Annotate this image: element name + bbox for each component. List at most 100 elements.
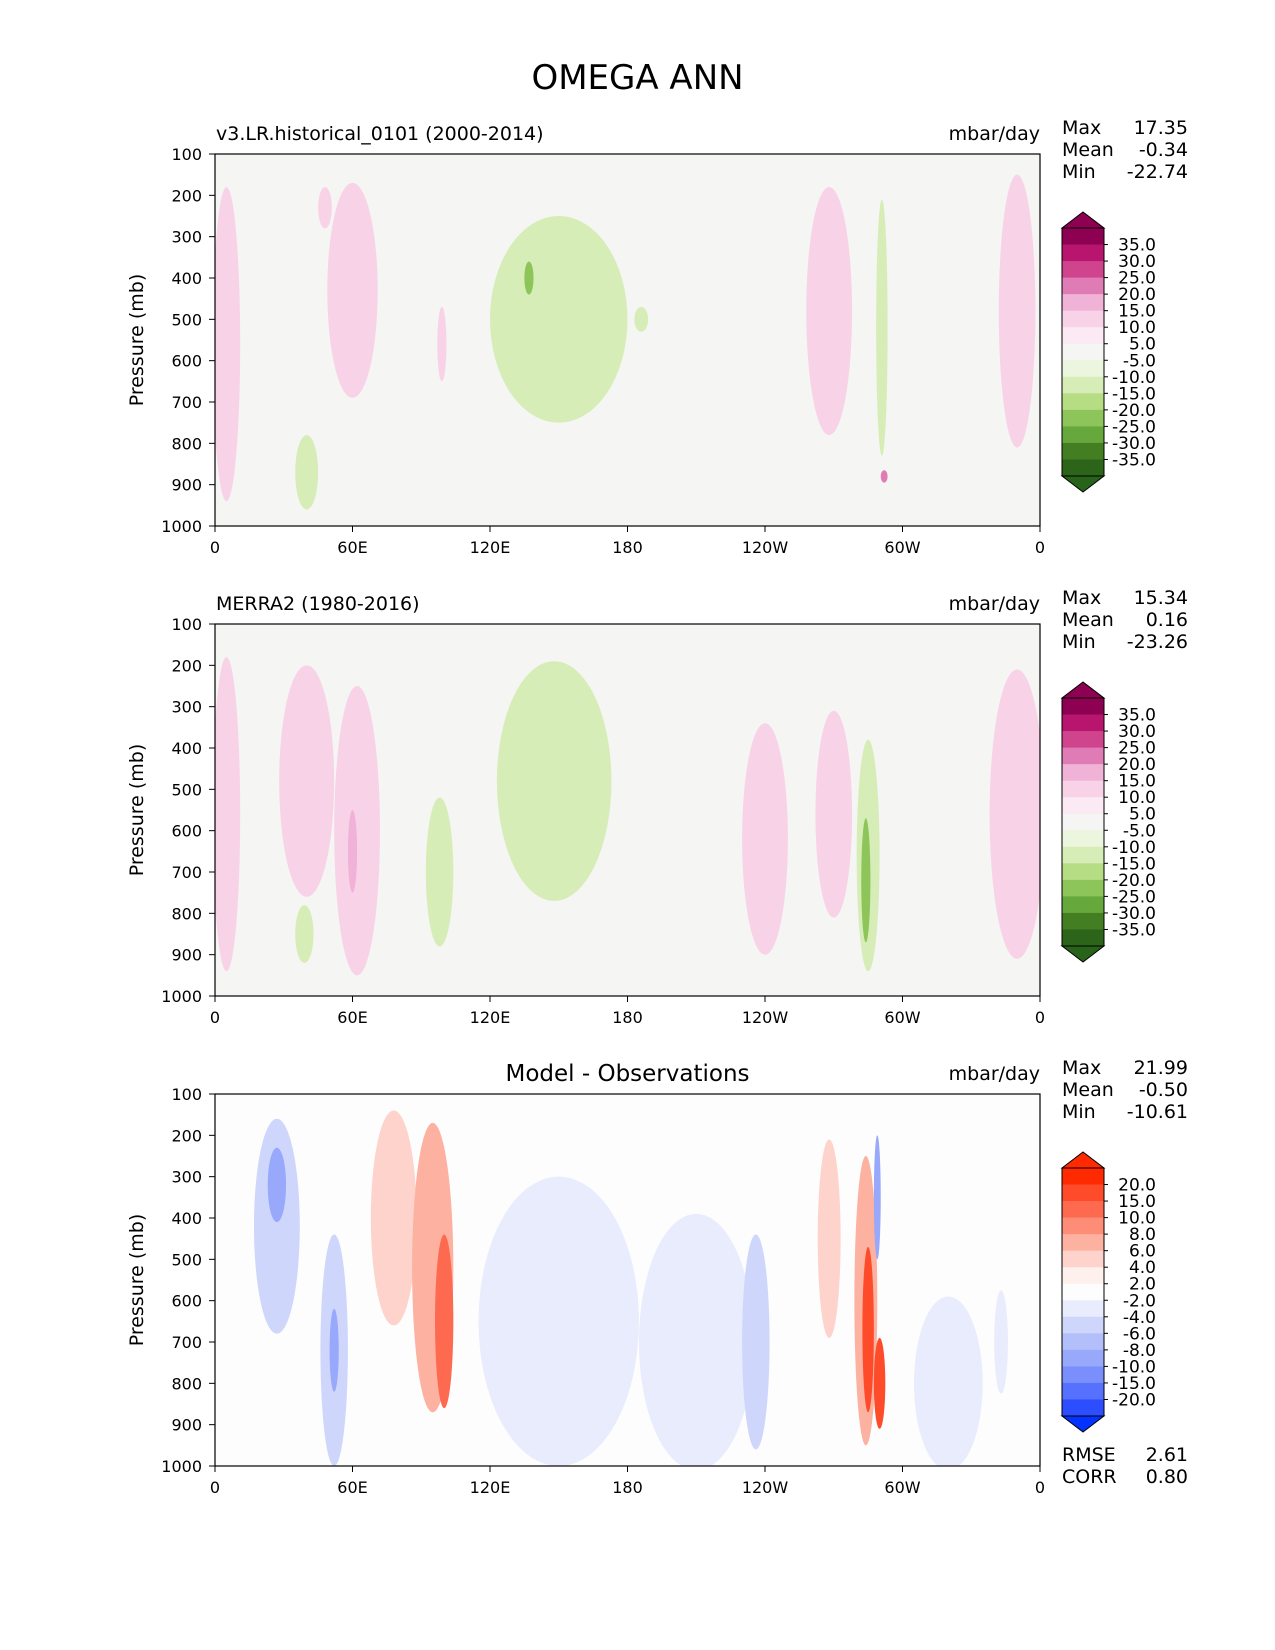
colorbar-label: -35.0 — [1112, 450, 1156, 470]
colorbar-swatch — [1062, 1168, 1104, 1186]
colorbar-frame — [1061, 697, 1105, 947]
contour-region — [873, 1337, 886, 1429]
colorbar-label: 35.0 — [1118, 706, 1156, 726]
y-tick-label: 100 — [171, 1085, 202, 1104]
contour-region — [295, 905, 314, 963]
colorbar-label: 15.0 — [1118, 302, 1156, 322]
y-tick-label: 600 — [171, 352, 202, 371]
stat-value: -23.26 — [1127, 631, 1188, 653]
stat-name: Max — [1062, 587, 1101, 609]
colorbar-swatch — [1062, 731, 1104, 749]
colorbar-swatch — [1062, 244, 1104, 262]
x-tick-label: 0 — [210, 1478, 220, 1497]
colorbar-extend-bottom — [1060, 1415, 1106, 1433]
colorbar-swatch — [1062, 747, 1104, 765]
stat-value: -0.34 — [1139, 139, 1188, 161]
colorbar-label: -25.0 — [1112, 417, 1156, 437]
contour-region — [327, 182, 378, 398]
colorbar-swatch — [1062, 830, 1104, 848]
panel-title: v3.LR.historical_0101 (2000-2014) — [216, 123, 544, 145]
panel-model: 100 200 300 400 500 600 700 800 900 1000 0 60E 120E 1… — [126, 117, 1188, 557]
contour-region — [370, 1110, 417, 1326]
contour-region — [437, 306, 447, 382]
colorbar-swatch — [1062, 1267, 1104, 1285]
colorbar-extend-bottom — [1060, 475, 1106, 493]
stat-name: Min — [1062, 1101, 1096, 1123]
y-tick-label: 800 — [171, 434, 202, 453]
y-tick-label: 1000 — [161, 517, 202, 536]
colorbar-label: 8.0 — [1129, 1225, 1156, 1245]
colorbar-label: -20.0 — [1112, 401, 1156, 421]
colorbar-frame — [1061, 1167, 1105, 1417]
y-axis-label: Pressure (mb) — [126, 744, 148, 877]
colorbar-swatch — [1062, 360, 1104, 378]
colorbar-label: 5.0 — [1129, 805, 1156, 825]
y-axis-label: Pressure (mb) — [126, 1214, 148, 1347]
y-tick-label: 1000 — [161, 987, 202, 1006]
y-tick-label: 400 — [171, 1209, 202, 1228]
colorbar-label: 10.0 — [1118, 318, 1156, 338]
y-tick-label: 900 — [171, 946, 202, 965]
x-tick-label: 120E — [470, 1478, 511, 1497]
contour-region — [524, 261, 534, 295]
colorbar: 35.030.025.020.015.010.05.0-5.0-10.0-15.… — [1060, 681, 1156, 963]
colorbar-swatch — [1062, 1366, 1104, 1384]
contour-region — [334, 686, 381, 976]
x-tick-label: 120E — [470, 1008, 511, 1027]
colorbar-swatch — [1062, 1316, 1104, 1334]
colorbar-swatch — [1062, 442, 1104, 460]
x-tick-label: 180 — [612, 1478, 643, 1497]
colorbar-label: 30.0 — [1118, 722, 1156, 742]
stat-name: CORR — [1062, 1466, 1117, 1488]
x-tick-label: 120W — [742, 538, 789, 557]
colorbar: 35.030.025.020.015.010.05.0-5.0-10.0-15.… — [1060, 211, 1156, 493]
y-tick-label: 400 — [171, 739, 202, 758]
units-label: mbar/day — [949, 123, 1040, 145]
contour-region — [861, 818, 871, 943]
stat-value: 0.16 — [1146, 609, 1188, 631]
colorbar-swatch — [1062, 1217, 1104, 1235]
colorbar-label: -30.0 — [1112, 904, 1156, 924]
contour-region — [318, 187, 332, 229]
colorbar-label: -2.0 — [1123, 1291, 1156, 1311]
colorbar-label: -5.0 — [1123, 351, 1156, 371]
colorbar-label: 30.0 — [1118, 252, 1156, 272]
x-tick-label: 60W — [884, 1008, 920, 1027]
colorbar-swatch — [1062, 896, 1104, 914]
x-tick-label: 60W — [884, 538, 920, 557]
contour-region — [490, 216, 628, 423]
stat-name: Max — [1062, 117, 1101, 139]
colorbar-swatch — [1062, 813, 1104, 831]
x-tick-label: 120E — [470, 538, 511, 557]
colorbar-swatch — [1062, 310, 1104, 328]
contour-region — [742, 723, 788, 955]
colorbar-swatch — [1062, 426, 1104, 444]
colorbar-swatch — [1062, 1283, 1104, 1301]
contour-region — [329, 1308, 339, 1392]
y-tick-label: 100 — [171, 145, 202, 164]
x-tick-label: 120W — [742, 1478, 789, 1497]
y-tick-label: 1000 — [161, 1457, 202, 1476]
colorbar-swatch — [1062, 1300, 1104, 1318]
colorbar-swatch — [1062, 393, 1104, 411]
y-tick-label: 900 — [171, 1416, 202, 1435]
colorbar-swatch — [1062, 1201, 1104, 1219]
colorbar-label: -35.0 — [1112, 920, 1156, 940]
contour-region — [994, 1290, 1008, 1394]
y-tick-label: 500 — [171, 1250, 202, 1269]
colorbar-label: -15.0 — [1112, 384, 1156, 404]
stat-value: -22.74 — [1127, 161, 1188, 183]
y-tick-label: 100 — [171, 615, 202, 634]
colorbar-label: 2.0 — [1129, 1275, 1156, 1295]
contour-field — [253, 1110, 1008, 1466]
y-tick-label: 700 — [171, 863, 202, 882]
colorbar-swatch — [1062, 1234, 1104, 1252]
colorbar-label: 5.0 — [1129, 335, 1156, 355]
colorbar-label: -25.0 — [1112, 887, 1156, 907]
colorbar-swatch — [1062, 327, 1104, 345]
colorbar-frame — [1061, 227, 1105, 477]
contour-region — [279, 665, 335, 897]
contour-region — [215, 187, 241, 502]
contour-region — [742, 1234, 770, 1450]
stat-name: Min — [1062, 631, 1096, 653]
